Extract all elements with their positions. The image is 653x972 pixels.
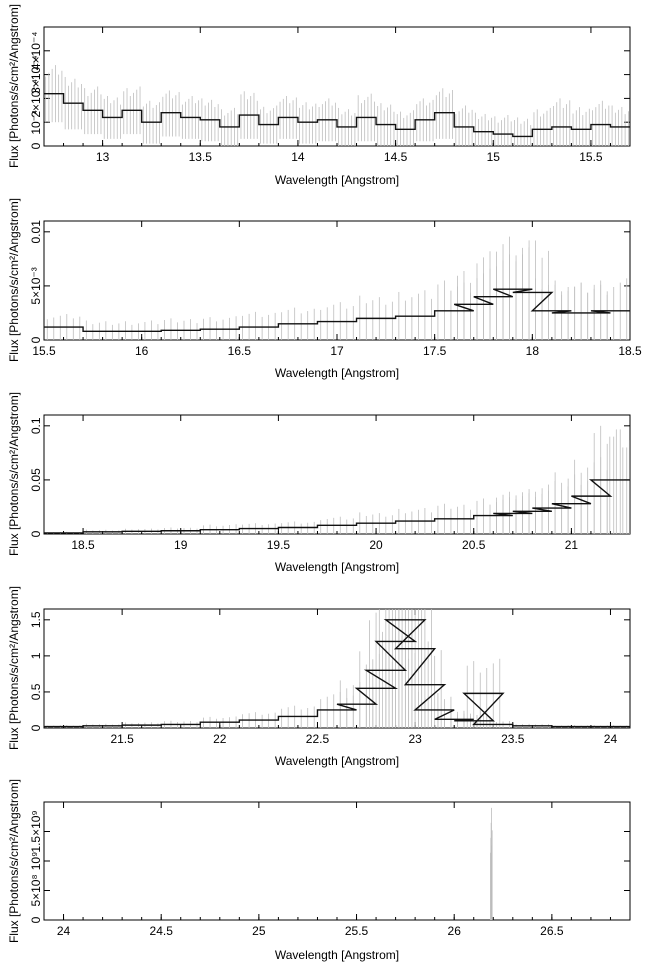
y-tick-label: 5×10⁻³ [29, 267, 43, 304]
x-tick-label: 17 [330, 344, 344, 358]
y-axis-label: Flux [Photons/s/cm²/Angstrom] [7, 586, 21, 750]
x-tick-label: 24 [57, 924, 71, 938]
x-tick-label: 25.5 [345, 924, 369, 938]
x-tick-label: 15.5 [579, 150, 603, 164]
x-tick-label: 23.5 [501, 732, 525, 746]
y-tick-label: 2×10⁻⁴ [29, 79, 43, 118]
x-tick-label: 22 [213, 732, 227, 746]
x-tick-label: 14.5 [384, 150, 408, 164]
panel-2: 15.5 16 16.5 17 17.5 18 18.5 0 5×10⁻³ 0.01 Wavel… [7, 198, 642, 380]
y-tick-label: 1.5×10⁹ [29, 810, 43, 852]
y-tick-label: 0 [29, 142, 43, 149]
y-tick-label: 0.05 [29, 468, 43, 492]
x-tick-label: 13 [96, 150, 110, 164]
x-tick-label: 19.5 [267, 538, 291, 552]
data-series [44, 236, 630, 340]
panel-3: 18.5 19 19.5 20 20.5 21 0 0.05 0.1 Wavelength [… [7, 392, 631, 574]
x-tick-label: 23 [408, 732, 422, 746]
x-tick-label: 24 [604, 732, 618, 746]
y-tick-label: 0 [29, 530, 43, 537]
y-tick-label: 0 [29, 336, 43, 343]
x-tick-label: 20.5 [462, 538, 486, 552]
data-series [44, 425, 630, 534]
spectrum-step-line [44, 479, 630, 534]
y-tick-label: 0.5 [29, 683, 43, 700]
x-axis: 13 13.5 14 14.5 15 15.5 [43, 27, 631, 164]
x-tick-label: 26 [448, 924, 462, 938]
x-tick-label: 19 [174, 538, 188, 552]
x-tick-label: 15 [487, 150, 501, 164]
x-axis-label: Wavelength [Angstrom] [275, 948, 399, 962]
x-tick-label: 16 [135, 344, 149, 358]
y-tick-label: 1.5 [29, 611, 43, 628]
spectrum-step-line [44, 92, 630, 138]
spectrum-step-line [44, 288, 630, 333]
plot-frame [43, 801, 631, 921]
y-axis: 0 5×10⁻³ 0.01 [29, 220, 630, 343]
x-tick-label: 21.5 [110, 732, 134, 746]
y-tick-label: 4×10⁻⁴ [29, 32, 43, 71]
x-axis: 18.5 19 19.5 20 20.5 21 [43, 415, 611, 552]
y-axis-label: Flux [Photons/s/cm²/Angstrom] [7, 779, 21, 943]
x-axis-label: Wavelength [Angstrom] [275, 754, 399, 768]
y-tick-label: 10⁻⁴ [29, 110, 43, 135]
x-tick-label: 15.5 [32, 344, 56, 358]
x-axis: 24 24.5 25 25.5 26 26.5 [43, 802, 611, 938]
y-tick-label: 1 [29, 652, 43, 659]
x-tick-label: 21 [565, 538, 579, 552]
y-axis: 0 0.05 0.1 [29, 417, 630, 537]
y-tick-label: 3×10⁻⁴ [29, 55, 43, 94]
x-tick-label: 20 [369, 538, 383, 552]
x-tick-label: 26.5 [540, 924, 564, 938]
data-series [44, 65, 630, 146]
x-axis-label: Wavelength [Angstrom] [275, 173, 399, 187]
y-axis: 0 10⁻⁴2×10⁻⁴3×10⁻⁴4×10⁻⁴ [29, 32, 630, 149]
y-axis-label: Flux [Photons/s/cm²/Angstrom] [7, 4, 21, 168]
y-axis: 0 0.5 1 1.5 [29, 611, 630, 731]
y-tick-label: 0.1 [29, 417, 43, 434]
x-axis-label: Wavelength [Angstrom] [275, 366, 399, 380]
panel-4: 21.5 22 22.5 23 23.5 24 0 0.5 1 1.5 Wavelength [… [7, 586, 631, 768]
x-tick-label: 17.5 [423, 344, 447, 358]
y-tick-label: 0.01 [29, 220, 43, 244]
plot-frame [43, 26, 631, 147]
data-series [44, 609, 630, 728]
x-tick-label: 16.5 [228, 344, 252, 358]
y-tick-label: 10⁹ [29, 852, 43, 871]
x-tick-label: 18.5 [71, 538, 95, 552]
x-tick-label: 18 [526, 344, 540, 358]
x-axis-label: Wavelength [Angstrom] [275, 560, 399, 574]
y-tick-label: 5×10⁸ [29, 874, 43, 906]
y-axis-label: Flux [Photons/s/cm²/Angstrom] [7, 392, 21, 556]
x-tick-label: 18.5 [618, 344, 642, 358]
x-tick-label: 25 [252, 924, 266, 938]
x-tick-label: 14 [291, 150, 305, 164]
y-axis-label: Flux [Photons/s/cm²/Angstrom] [7, 198, 21, 362]
data-series [490, 807, 493, 920]
y-tick-label: 0 [29, 724, 43, 731]
spectrum-step-line [44, 619, 630, 728]
y-tick-label: 0 [29, 916, 43, 923]
x-axis: 15.5 16 16.5 17 17.5 18 18.5 [32, 221, 642, 358]
x-tick-label: 13.5 [189, 150, 213, 164]
panel-1: 13 13.5 14 14.5 15 15.5 0 10⁻⁴2×10⁻⁴3×10⁻⁴4×10… [7, 4, 631, 187]
x-tick-label: 24.5 [150, 924, 174, 938]
x-axis: 21.5 22 22.5 23 23.5 24 [43, 609, 618, 746]
x-tick-label: 22.5 [306, 732, 330, 746]
